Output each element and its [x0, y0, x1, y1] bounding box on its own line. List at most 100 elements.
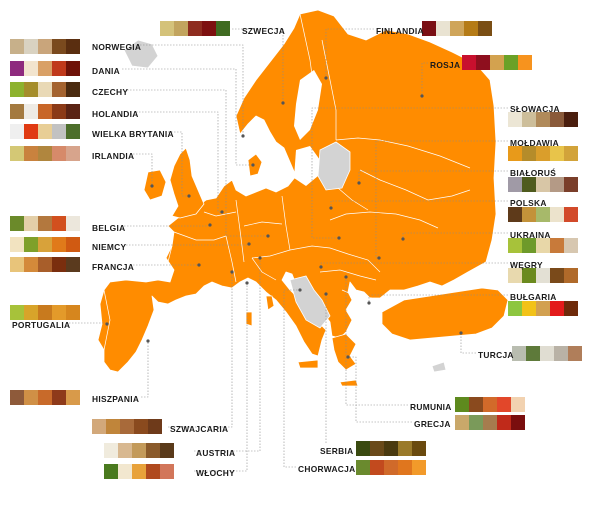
- swatch-strip-grecja: [455, 415, 525, 430]
- color-swatch: [511, 415, 525, 430]
- color-swatch: [550, 146, 564, 161]
- country-label-hiszpania: HISZPANIA: [92, 394, 140, 404]
- color-swatch: [536, 146, 550, 161]
- country-label-wegry: WĘGRY: [510, 260, 543, 270]
- color-swatch: [568, 346, 582, 361]
- country-label-turcja: TURCJA: [478, 350, 514, 360]
- location-pin-wlochy: [245, 281, 249, 285]
- swatch-strip-rumunia: [455, 397, 525, 412]
- location-pin-holandia: [220, 210, 224, 214]
- country-label-austria: AUSTRIA: [196, 448, 236, 458]
- color-swatch: [412, 441, 426, 456]
- color-swatch: [66, 305, 80, 320]
- country-label-niemcy: NIEMCY: [92, 242, 127, 252]
- color-swatch: [550, 177, 564, 192]
- location-pin-belgia: [208, 223, 212, 227]
- color-swatch: [66, 124, 80, 139]
- swatch-strip-finlandia: [422, 21, 492, 36]
- color-swatch: [132, 464, 146, 479]
- color-swatch: [508, 177, 522, 192]
- color-swatch: [536, 177, 550, 192]
- swatch-strip-wegry: [508, 268, 578, 283]
- location-pin-moldawia: [377, 256, 381, 260]
- color-swatch: [554, 346, 568, 361]
- leader-line-dania: [122, 68, 253, 166]
- leader-line-austria: [194, 258, 261, 452]
- color-swatch: [134, 419, 148, 434]
- color-swatch: [52, 104, 66, 119]
- color-swatch: [160, 464, 174, 479]
- location-pin-dania: [251, 163, 255, 167]
- color-swatch: [38, 237, 52, 252]
- color-swatch: [24, 61, 38, 76]
- color-swatch: [564, 207, 578, 222]
- location-pin-szwajcaria: [230, 270, 234, 274]
- color-swatch: [38, 390, 52, 405]
- color-swatch: [483, 415, 497, 430]
- color-swatch: [490, 55, 504, 70]
- country-label-rumunia: RUMUNIA: [410, 402, 452, 412]
- color-swatch: [66, 146, 80, 161]
- color-swatch: [66, 216, 80, 231]
- location-pin-niemcy: [247, 242, 251, 246]
- color-swatch: [118, 464, 132, 479]
- color-swatch: [132, 443, 146, 458]
- leader-line-bialorus: [358, 170, 508, 183]
- swatch-strip-slowacja: [508, 112, 578, 127]
- country-label-dania: DANIA: [92, 66, 121, 76]
- color-swatch: [104, 464, 118, 479]
- swatch-strip-austria: [104, 443, 174, 458]
- color-swatch: [536, 112, 550, 127]
- color-swatch: [508, 238, 522, 253]
- color-swatch: [38, 39, 52, 54]
- color-swatch: [52, 216, 66, 231]
- swatch-strip-wielka_brytania: [10, 124, 80, 139]
- color-swatch: [38, 82, 52, 97]
- color-swatch: [24, 305, 38, 320]
- color-swatch: [370, 441, 384, 456]
- color-swatch: [522, 177, 536, 192]
- color-swatch: [10, 39, 24, 54]
- country-label-wielka_brytania: WIELKA BRYTANIA: [92, 129, 174, 139]
- location-pin-grecja: [346, 355, 350, 359]
- color-swatch: [52, 61, 66, 76]
- color-swatch: [38, 61, 52, 76]
- color-swatch: [216, 21, 230, 36]
- country-label-moldawia: MOŁDAWIA: [510, 138, 559, 148]
- color-swatch: [508, 146, 522, 161]
- leader-line-bulgaria: [368, 294, 508, 303]
- color-swatch: [522, 301, 536, 316]
- color-swatch: [504, 55, 518, 70]
- country-label-slowacja: SŁOWACJA: [510, 104, 560, 114]
- leader-line-wielka_brytania: [168, 131, 189, 197]
- swatch-strip-irlandia: [10, 146, 80, 161]
- location-pin-serbia: [324, 292, 328, 296]
- location-pin-czechy: [266, 234, 270, 238]
- color-swatch: [66, 82, 80, 97]
- country-label-bialorus: BIAŁORUŚ: [510, 168, 557, 178]
- color-swatch: [455, 397, 469, 412]
- color-swatch: [10, 124, 24, 139]
- location-pin-rosja: [420, 94, 424, 98]
- color-swatch: [522, 112, 536, 127]
- location-pin-wielka_brytania: [187, 194, 191, 198]
- color-swatch: [66, 390, 80, 405]
- leader-line-norwegia: [140, 44, 244, 136]
- color-swatch: [106, 419, 120, 434]
- color-swatch: [384, 460, 398, 475]
- color-swatch: [422, 21, 436, 36]
- color-swatch: [10, 257, 24, 272]
- color-swatch: [24, 237, 38, 252]
- swatch-strip-rosja: [462, 55, 532, 70]
- location-pin-szwecja: [281, 101, 285, 105]
- color-swatch: [24, 146, 38, 161]
- color-swatch: [564, 146, 578, 161]
- color-swatch: [10, 237, 24, 252]
- location-pin-finlandia: [324, 76, 328, 80]
- color-swatch: [550, 301, 564, 316]
- swatch-strip-szwecja: [160, 21, 230, 36]
- color-swatch: [564, 268, 578, 283]
- color-swatch: [384, 441, 398, 456]
- color-swatch: [436, 21, 450, 36]
